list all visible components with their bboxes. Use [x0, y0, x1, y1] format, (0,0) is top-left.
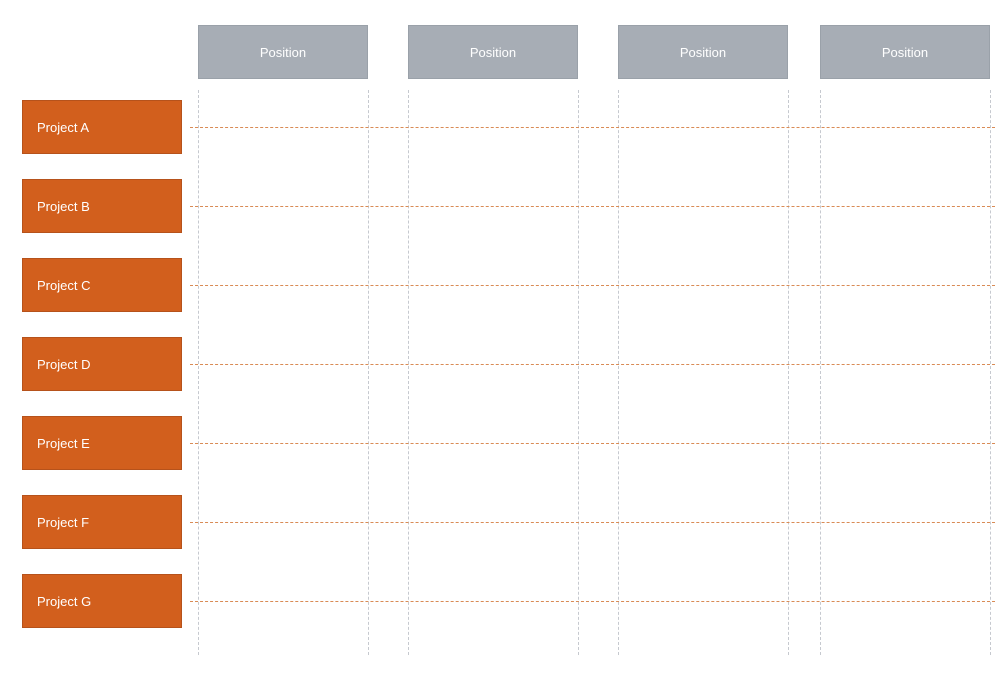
horizontal-gridline — [190, 206, 995, 207]
row-header: Project F — [22, 495, 182, 549]
row-header: Project D — [22, 337, 182, 391]
column-header: Position — [618, 25, 788, 79]
vertical-gridline — [820, 90, 821, 655]
row-header: Project B — [22, 179, 182, 233]
row-header-label: Project E — [37, 436, 90, 451]
row-header-label: Project B — [37, 199, 90, 214]
row-header-label: Project G — [37, 594, 91, 609]
row-header: Project E — [22, 416, 182, 470]
vertical-gridline — [368, 90, 369, 655]
horizontal-gridline — [190, 285, 995, 286]
matrix-canvas: Position Position Position Position Project … — [0, 0, 1000, 677]
column-header: Position — [820, 25, 990, 79]
horizontal-gridline — [190, 522, 995, 523]
column-header-label: Position — [260, 45, 306, 60]
vertical-gridline — [788, 90, 789, 655]
vertical-gridline — [408, 90, 409, 655]
horizontal-gridline — [190, 601, 995, 602]
row-header-label: Project F — [37, 515, 89, 530]
vertical-gridline — [198, 90, 199, 655]
row-header: Project A — [22, 100, 182, 154]
horizontal-gridline — [190, 443, 995, 444]
row-header-label: Project A — [37, 120, 89, 135]
column-header-label: Position — [680, 45, 726, 60]
vertical-gridline — [990, 90, 991, 655]
row-header: Project G — [22, 574, 182, 628]
row-header: Project C — [22, 258, 182, 312]
column-header-label: Position — [882, 45, 928, 60]
row-header-label: Project C — [37, 278, 90, 293]
column-header: Position — [408, 25, 578, 79]
column-header: Position — [198, 25, 368, 79]
vertical-gridline — [578, 90, 579, 655]
column-header-label: Position — [470, 45, 516, 60]
horizontal-gridline — [190, 364, 995, 365]
vertical-gridline — [618, 90, 619, 655]
row-header-label: Project D — [37, 357, 90, 372]
horizontal-gridline — [190, 127, 995, 128]
